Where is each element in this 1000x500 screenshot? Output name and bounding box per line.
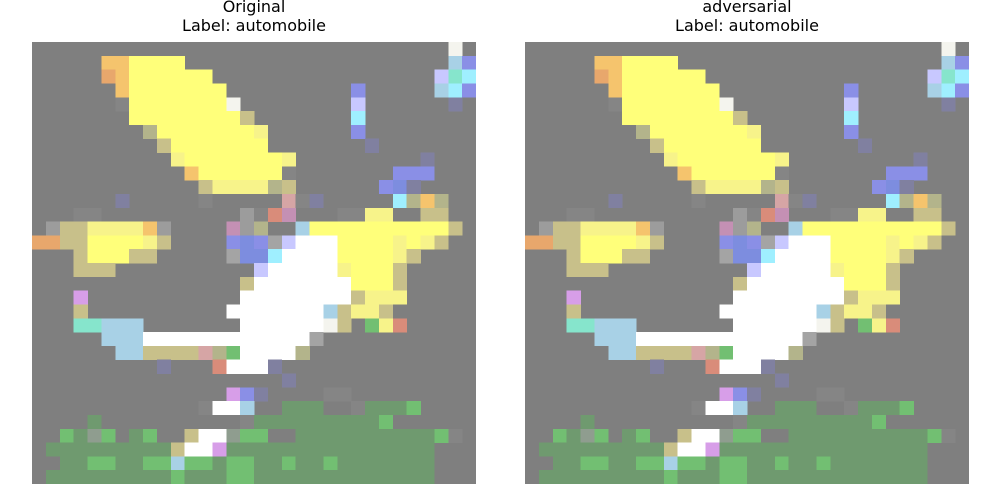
original-title: Original Label: automobile bbox=[32, 0, 476, 35]
original-panel: Original Label: automobile bbox=[32, 0, 476, 500]
panel-label-text: Label: automobile bbox=[675, 16, 819, 35]
panel-title-text: Original bbox=[222, 0, 286, 16]
adversarial-title: adversarial Label: automobile bbox=[525, 0, 969, 35]
panel-title-text: adversarial bbox=[702, 0, 792, 16]
adversarial-panel: adversarial Label: automobile bbox=[525, 0, 969, 500]
panel-label-text: Label: automobile bbox=[182, 16, 326, 35]
original-image bbox=[32, 42, 476, 484]
adversarial-image bbox=[525, 42, 969, 484]
